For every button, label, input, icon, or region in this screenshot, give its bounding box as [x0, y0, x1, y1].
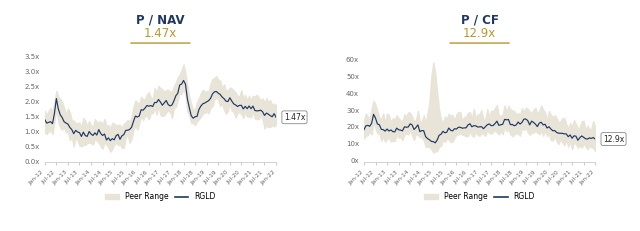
Text: 1.47x: 1.47x — [284, 113, 305, 122]
Text: 1.47x: 1.47x — [144, 27, 177, 40]
Text: 12.9x: 12.9x — [463, 27, 496, 40]
Text: P / CF: P / CF — [461, 13, 499, 26]
Text: 12.9x: 12.9x — [603, 134, 624, 143]
Legend: Peer Range, RGLD: Peer Range, RGLD — [102, 189, 219, 204]
Legend: Peer Range, RGLD: Peer Range, RGLD — [421, 189, 538, 204]
Text: P / NAV: P / NAV — [136, 13, 185, 26]
